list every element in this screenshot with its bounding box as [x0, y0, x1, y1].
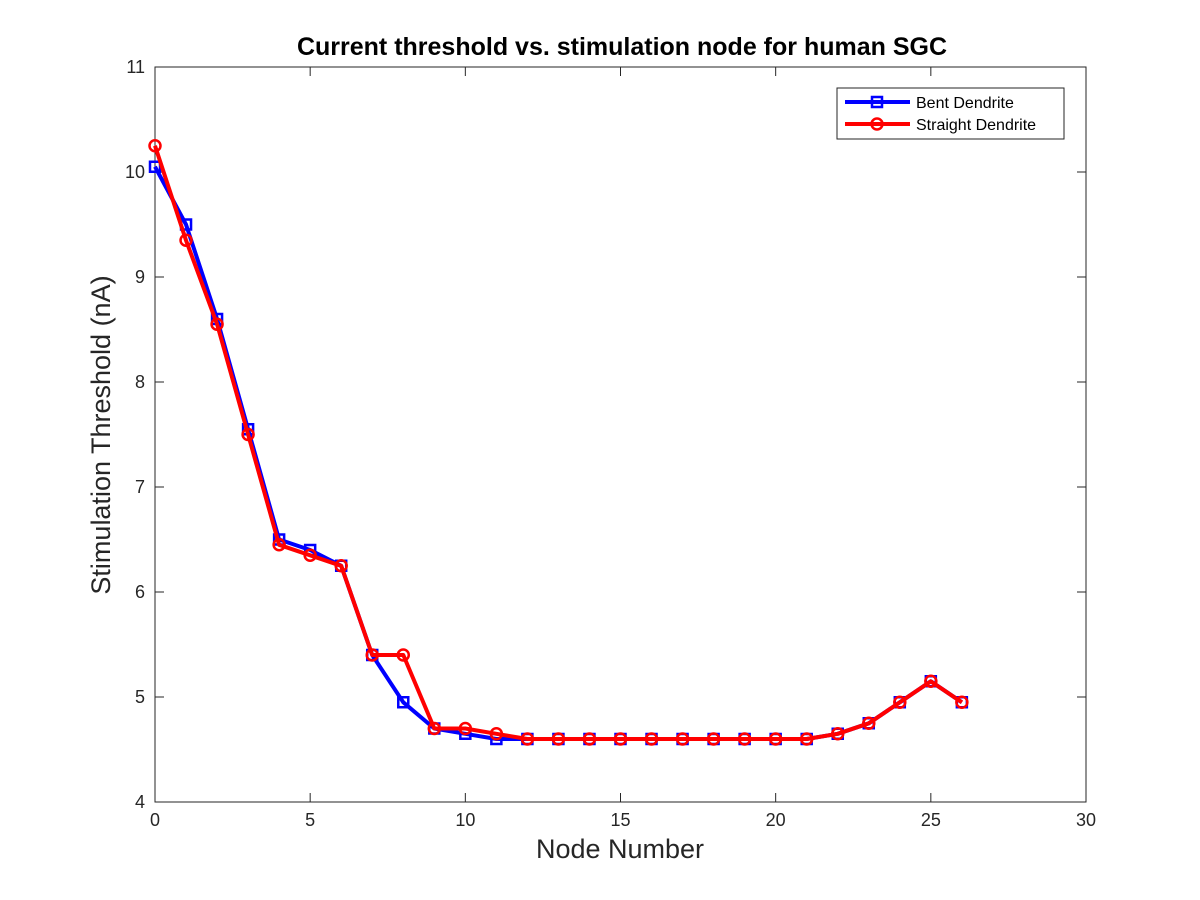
y-tick-label: 4 [135, 792, 145, 812]
legend-marker-bent-dendrite [870, 95, 884, 109]
data-point-straight-dendrite [210, 317, 224, 331]
y-tick-label: 8 [135, 372, 145, 392]
data-point-straight-dendrite [955, 695, 969, 709]
data-point-straight-dendrite [582, 732, 597, 746]
x-tick-label: 20 [766, 810, 786, 830]
y-tick-label: 6 [135, 582, 145, 602]
data-point-straight-dendrite [365, 648, 379, 662]
y-tick-label: 10 [125, 162, 145, 182]
data-point-straight-dendrite [613, 732, 628, 746]
data-point-straight-dendrite [520, 732, 535, 746]
y-tick-label: 9 [135, 267, 145, 287]
legend: Bent Dendrite Straight Dendrite [836, 87, 1065, 140]
data-point-straight-dendrite [241, 427, 255, 442]
data-point-straight-dendrite [737, 732, 752, 746]
data-point-straight-dendrite [272, 538, 286, 552]
x-tick-label: 0 [150, 810, 160, 830]
legend-label-bent-dendrite: Bent Dendrite [916, 95, 1014, 112]
x-axis-label: Node Number [536, 834, 704, 864]
data-point-straight-dendrite [924, 674, 938, 688]
x-tick-label: 10 [455, 810, 475, 830]
series-straight-dendrite [148, 139, 969, 746]
data-point-straight-dendrite [179, 233, 193, 247]
data-point-straight-dendrite [489, 727, 504, 741]
data-point-straight-dendrite [334, 559, 348, 573]
data-point-straight-dendrite [706, 732, 721, 746]
data-point-bent-dendrite [397, 696, 410, 709]
data-point-straight-dendrite [644, 732, 659, 746]
data-point-straight-dendrite [396, 648, 411, 662]
data-point-straight-dendrite [427, 721, 442, 736]
data-point-straight-dendrite [675, 732, 690, 746]
x-tick-label: 30 [1076, 810, 1096, 830]
x-axis-ticks: 0 5 10 15 20 25 30 [150, 67, 1096, 830]
data-point-straight-dendrite [893, 695, 907, 709]
x-tick-label: 5 [305, 810, 315, 830]
y-tick-label: 5 [135, 687, 145, 707]
y-tick-label: 11 [126, 57, 145, 77]
data-point-straight-dendrite [303, 548, 317, 562]
x-tick-label: 25 [921, 810, 941, 830]
data-point-straight-dendrite [148, 139, 162, 153]
y-axis-ticks: 4 5 6 7 8 9 10 11 [125, 57, 1086, 812]
data-point-straight-dendrite [768, 732, 783, 746]
data-point-straight-dendrite [799, 732, 814, 746]
series-layer [148, 139, 969, 746]
data-point-straight-dendrite [458, 721, 473, 736]
data-point-straight-dendrite [830, 727, 845, 741]
legend-label-straight-dendrite: Straight Dendrite [916, 117, 1036, 134]
y-tick-label: 7 [135, 477, 145, 497]
chart-title: Current threshold vs. stimulation node f… [297, 33, 947, 61]
x-tick-label: 15 [610, 810, 630, 830]
legend-marker-straight-dendrite [870, 117, 884, 131]
data-point-straight-dendrite [862, 716, 876, 730]
y-axis-label: Stimulation Threshold (nA) [86, 275, 116, 594]
data-point-straight-dendrite [551, 732, 566, 746]
series-line-straight-dendrite [153, 145, 964, 741]
